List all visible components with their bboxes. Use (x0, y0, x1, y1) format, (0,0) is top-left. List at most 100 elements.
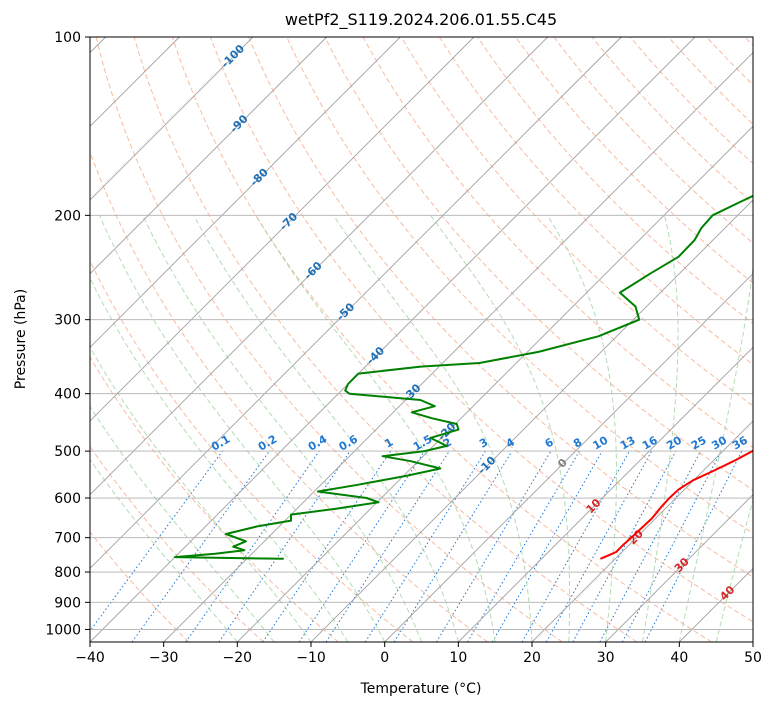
moist-adiabat (332, 215, 533, 642)
isotherm-grid (90, 37, 753, 642)
moist-adiabat (255, 215, 496, 642)
isotherm-label: -100 (219, 42, 248, 71)
dry-adiabat (90, 531, 190, 642)
temperature-profile-line (600, 449, 753, 560)
isotherm-label: -30 (400, 381, 423, 404)
mixing-ratio-line (572, 450, 677, 642)
mixing-ratio-lines (90, 450, 743, 642)
dewpoint-profile-line (173, 194, 753, 560)
isotherm-line (90, 37, 401, 348)
chart-title: wetPf2_S119.2024.206.01.55.C45 (285, 10, 557, 30)
mixing-ratio-line (393, 450, 513, 642)
moist-adiabat (90, 458, 238, 642)
dry-adiabat (668, 37, 753, 125)
x-axis-ticks: −40 −30 −20 −10 0 10 20 30 40 50 (75, 642, 762, 666)
dry-adiabats (90, 37, 753, 642)
isotherm-line (90, 37, 475, 422)
mixing-ratio-label: 0.1 (209, 433, 232, 454)
x-tick-label: 40 (670, 650, 688, 666)
mixing-ratio-line (467, 450, 580, 642)
moist-adiabats (90, 215, 753, 642)
x-axis-label: Temperature (°C) (360, 681, 482, 697)
dry-adiabat (95, 37, 563, 642)
isotherm-line (679, 567, 753, 642)
mixing-ratio-label: 30 (709, 433, 729, 452)
y-tick-label: 700 (54, 531, 81, 547)
plot-frame (89, 36, 754, 643)
mixing-ratio-line (131, 450, 270, 642)
mixing-ratio-line (90, 450, 223, 632)
isotherm-label: 10 (584, 496, 604, 516)
mixing-ratio-line (491, 450, 603, 642)
dry-adiabat (706, 37, 753, 86)
dry-adiabat (324, 37, 753, 491)
isotherm-label: -60 (302, 259, 325, 282)
dry-adiabat (438, 37, 753, 366)
mixing-ratio-label: 0.4 (306, 432, 330, 453)
mixing-ratio-line (218, 450, 351, 642)
dry-adiabat (248, 37, 753, 578)
mixing-ratio-line (262, 450, 392, 642)
moist-adiabat (90, 346, 312, 642)
plot-area: -100-90-80-70-60-50-40-30-20-10 010203040… (90, 37, 753, 642)
profile-series (173, 194, 753, 560)
dry-adiabat (400, 37, 753, 407)
y-tick-label: 400 (54, 387, 81, 403)
mixing-ratio-line (185, 450, 320, 642)
isotherm-line (458, 346, 753, 642)
dry-adiabat (210, 37, 753, 623)
mixing-ratio-labels: 0.1 0.2 0.4 0.6 1 1.5 2 3 4 6 8 10 13 16 20 25 30 36 (209, 432, 750, 453)
mixing-ratio-label: 1 (382, 436, 395, 451)
isotherm-line (384, 273, 753, 642)
y-tick-label: 100 (54, 30, 81, 46)
mixing-ratio-line (521, 450, 630, 642)
mixing-ratio-label: 36 (730, 433, 750, 452)
isotherm-line (752, 641, 753, 642)
dry-adiabat (171, 37, 712, 642)
x-tick-label: 10 (449, 650, 467, 666)
mixing-ratio-label: 0.6 (337, 432, 361, 453)
isotherm-label: -80 (248, 166, 271, 189)
mixing-ratio-label: 10 (591, 433, 611, 452)
isotherm-label: -40 (364, 344, 387, 367)
isotherm-line (90, 37, 254, 201)
y-tick-label: 600 (54, 491, 81, 507)
x-tick-label: −10 (296, 650, 326, 666)
y-tick-label: 500 (54, 444, 81, 460)
isotherm-line (163, 52, 753, 642)
isotherm-label: 40 (717, 583, 737, 603)
y-tick-label: 200 (54, 208, 81, 224)
y-tick-label: 1000 (45, 622, 81, 638)
mixing-ratio-label: 0.2 (256, 433, 279, 454)
mixing-ratio-line (298, 450, 425, 642)
dry-adiabat (90, 150, 488, 642)
mixing-ratio-line (364, 450, 486, 642)
y-tick-label: 900 (54, 595, 81, 611)
moist-adiabat (678, 264, 753, 642)
isotherm-line (90, 37, 327, 275)
moist-adiabat (430, 215, 571, 642)
dry-adiabat (90, 259, 414, 642)
isotherm-line (237, 125, 753, 642)
isotherm-line (90, 37, 548, 496)
mixing-ratio-line (621, 450, 722, 642)
y-tick-label: 800 (54, 565, 81, 581)
dry-adiabat (591, 37, 753, 204)
dry-adiabat (90, 356, 339, 642)
mixing-ratio-label: 25 (689, 434, 709, 453)
moist-adiabat (142, 215, 422, 642)
isotherm-line (605, 494, 753, 642)
dry-adiabat (90, 445, 264, 642)
isotherm-label: -10 (475, 453, 498, 476)
moist-adiabat (90, 277, 349, 642)
moist-adiabat (642, 215, 679, 642)
moist-adiabat (193, 215, 459, 642)
moist-adiabat (90, 405, 275, 642)
isotherm-line (90, 37, 696, 642)
x-tick-label: −30 (149, 650, 179, 666)
dry-adiabat (133, 37, 638, 642)
y-tick-label: 300 (54, 313, 81, 329)
mixing-ratio-line (599, 450, 701, 642)
